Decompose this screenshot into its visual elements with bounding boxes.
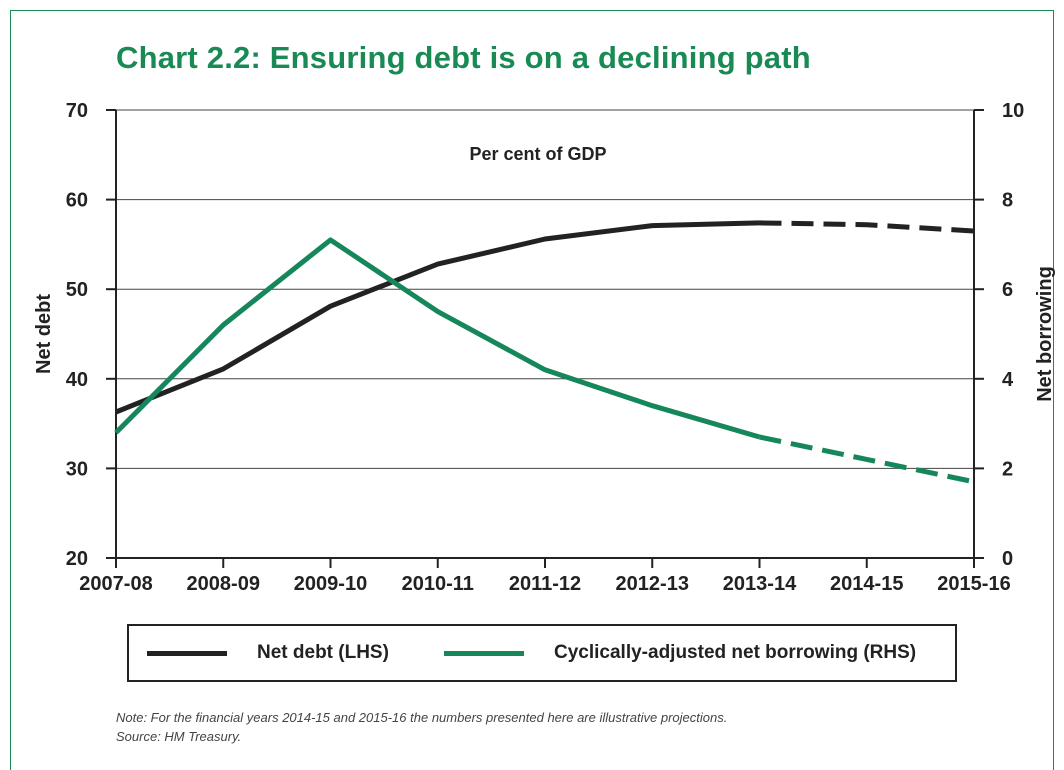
y-tick-label-left: 30 — [66, 458, 88, 480]
series-projection-net-debt — [759, 220, 975, 234]
source-line: Source: HM Treasury. — [116, 729, 242, 744]
x-tick-label: 2014-15 — [830, 573, 903, 595]
y-tick-label-left: 40 — [66, 369, 88, 391]
chart-note: Note: For the financial years 2014-15 an… — [116, 708, 727, 746]
y-tick-label-left: 70 — [66, 100, 88, 122]
series-projection-borrowing — [758, 434, 975, 485]
y-tick-label-left: 60 — [66, 190, 88, 212]
x-tick-label: 2010-11 — [402, 573, 474, 595]
y-tick-label-left: 20 — [66, 548, 88, 570]
x-tick-label: 2012-13 — [616, 573, 689, 595]
y-tick-label-right: 0 — [1002, 548, 1013, 570]
y-tick-label-left: 50 — [66, 279, 88, 301]
legend-label-net-debt: Net debt (LHS) — [257, 642, 389, 663]
x-tick-label: 2009-10 — [294, 573, 367, 595]
legend-swatch-borrowing — [444, 650, 524, 656]
legend-label-borrowing: Cyclically-adjusted net borrowing (RHS) — [554, 642, 917, 663]
chart-title: Chart 2.2: Ensuring debt is on a declini… — [116, 40, 811, 75]
x-tick-label: 2008-09 — [187, 573, 260, 595]
legend-swatch-net-debt — [147, 650, 227, 656]
legend-item-net-debt: Net debt (LHS) — [147, 626, 389, 680]
chart-frame — [10, 10, 1054, 770]
series-line-borrowing — [114, 237, 761, 440]
x-tick-label: 2011-12 — [509, 573, 581, 595]
y-tick-label-right: 6 — [1002, 279, 1013, 301]
x-tick-label: 2013-14 — [723, 573, 797, 595]
chart-annotation: Per cent of GDP — [469, 144, 606, 164]
y-axis-title-left: Net debt — [33, 294, 55, 374]
legend-item-borrowing: Cyclically-adjusted net borrowing (RHS) — [444, 626, 916, 680]
y-axis-title-right: Net borrowing — [1034, 266, 1056, 402]
y-tick-label-right: 8 — [1002, 190, 1013, 212]
y-tick-label-right: 4 — [1002, 369, 1014, 391]
series-line-net-debt — [115, 220, 760, 415]
x-tick-label: 2007-08 — [79, 573, 152, 595]
y-tick-label-right: 10 — [1002, 100, 1024, 122]
legend: Net debt (LHS) Cyclically-adjusted net b… — [127, 624, 957, 682]
x-tick-label: 2015-16 — [937, 573, 1010, 595]
line-chart: 20 30 40 50 60 70 0 2 4 6 8 10 2007-08 2008-09 2009-10… — [33, 100, 1056, 595]
note-line: Note: For the financial years 2014-15 an… — [116, 710, 728, 725]
y-tick-label-right: 2 — [1002, 458, 1013, 480]
